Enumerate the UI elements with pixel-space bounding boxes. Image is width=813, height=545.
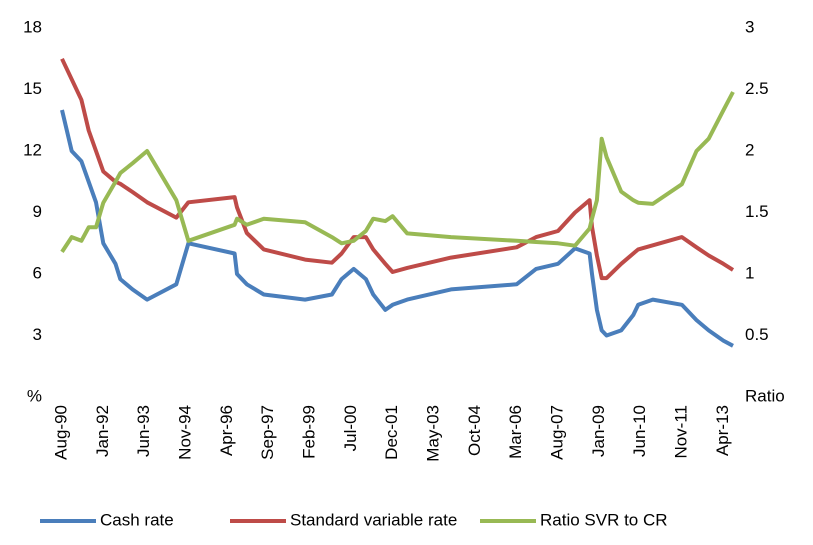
y-tick-label: 3 [33, 325, 42, 344]
x-tick-label: May-03 [423, 405, 442, 462]
y2-tick-label: 0.5 [745, 325, 769, 344]
y-tick-label: 15 [23, 79, 42, 98]
series-line [60, 57, 735, 281]
x-tick-label: Jun-10 [630, 405, 649, 457]
x-tick-label: Mar-06 [506, 405, 525, 459]
x-tick-label: Nov-11 [671, 405, 690, 459]
x-tick-label: Apr-13 [713, 405, 732, 456]
x-tick-label: Jul-00 [341, 405, 360, 451]
legend-label: Cash rate [100, 510, 174, 529]
x-tick-label: Jun-93 [134, 405, 153, 457]
series-line [60, 109, 734, 348]
y-tick-label: 9 [33, 202, 42, 221]
y-tick-label: % [27, 386, 42, 405]
y-tick-label: 12 [23, 140, 42, 159]
x-tick-label: Nov-94 [175, 405, 194, 460]
x-tick-label: Dec-01 [382, 405, 401, 460]
x-tick-label: Jan-92 [93, 405, 112, 457]
y2-tick-label: 2 [745, 140, 754, 159]
y-tick-label: 6 [33, 263, 42, 282]
x-tick-label: Aug-07 [547, 405, 566, 460]
y2-tick-label: Ratio [745, 386, 785, 405]
x-tick-label: Jan-09 [589, 405, 608, 457]
y2-tick-label: 2.5 [745, 79, 769, 98]
x-tick-label: Aug-90 [51, 405, 70, 460]
y2-tick-label: 1 [745, 263, 754, 282]
y2-tick-label: 3 [745, 17, 754, 36]
y2-tick-label: 1.5 [745, 202, 769, 221]
series-line [60, 91, 735, 253]
legend-label: Standard variable rate [290, 510, 457, 529]
y-tick-label: 18 [23, 17, 42, 36]
x-tick-label: Feb-99 [299, 405, 318, 459]
x-tick-label: Apr-96 [217, 405, 236, 456]
legend-label: Ratio SVR to CR [540, 510, 668, 529]
x-tick-label: Oct-04 [465, 405, 484, 456]
x-tick-label: Sep-97 [258, 405, 277, 460]
